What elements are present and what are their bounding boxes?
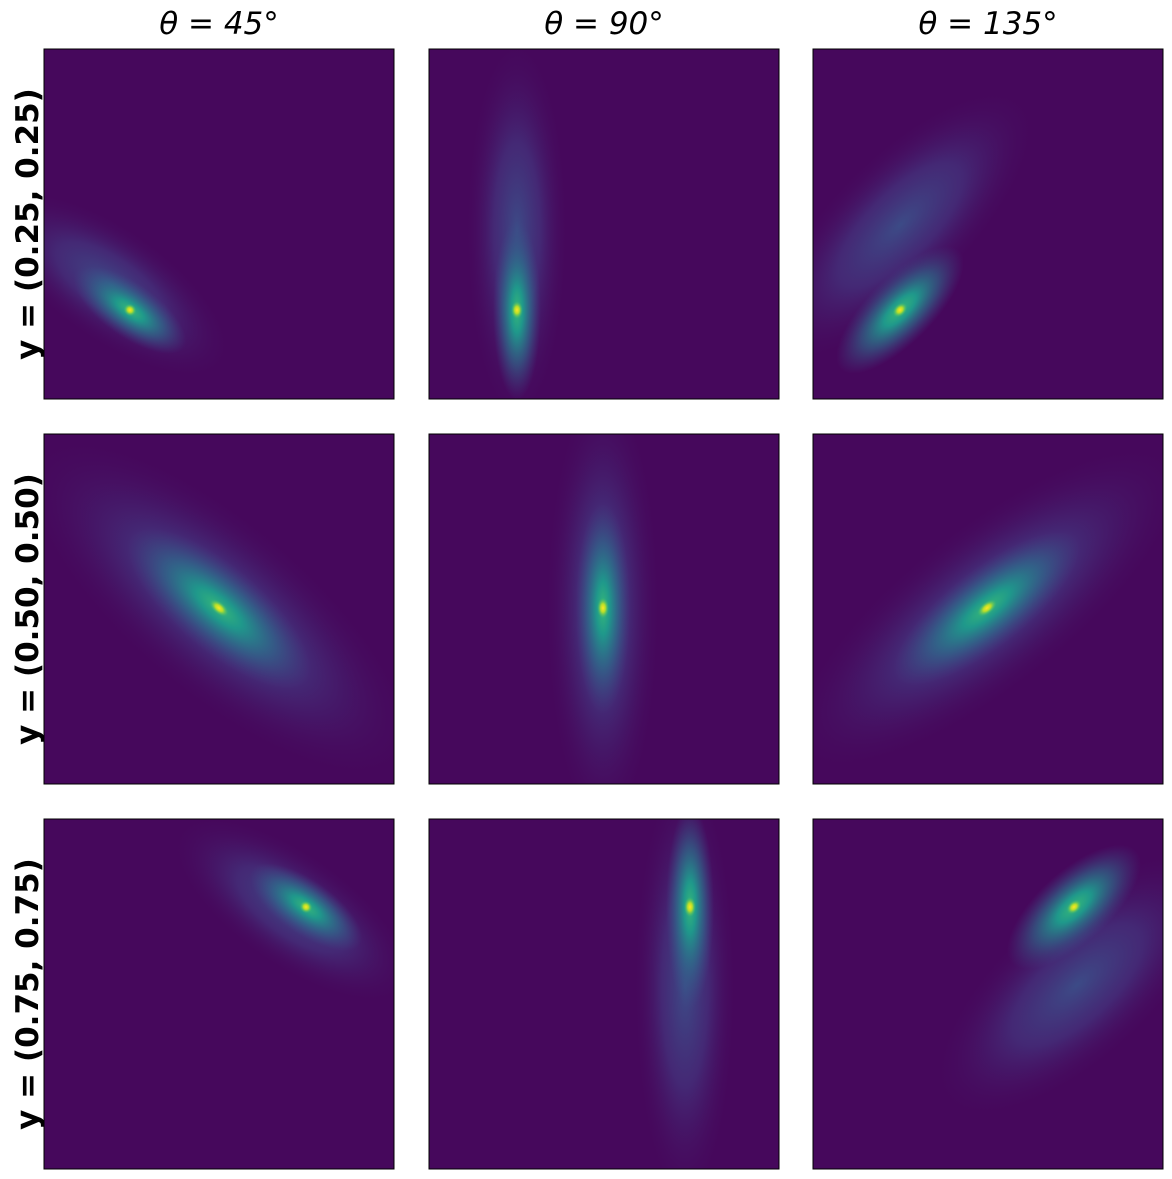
row-label: y = (0.75, 0.75) xyxy=(10,858,46,1130)
panel-frame xyxy=(812,433,1164,785)
heatmap-peak xyxy=(1066,899,1082,915)
heatmap xyxy=(429,819,779,1169)
heatmap-halo xyxy=(932,850,1163,1120)
panel-frame xyxy=(43,48,395,400)
panel-frame xyxy=(428,433,780,785)
heatmap xyxy=(44,49,394,399)
heatmap xyxy=(813,49,1163,399)
heatmap-panel xyxy=(812,433,1164,785)
heatmap xyxy=(429,49,779,399)
row-label: y = (0.25, 0.25) xyxy=(10,88,46,360)
heatmap xyxy=(813,434,1163,784)
heatmap-peak xyxy=(684,896,696,918)
panel-frame xyxy=(428,48,780,400)
heatmap-panel xyxy=(43,433,395,785)
heatmap-peak xyxy=(892,302,908,318)
column-title: θ = 90° xyxy=(544,6,664,42)
heatmap-panel xyxy=(812,818,1164,1170)
heatmap xyxy=(44,819,394,1169)
heatmap-panel xyxy=(428,818,780,1170)
heatmap-panel xyxy=(812,48,1164,400)
heatmap-peak xyxy=(597,597,609,619)
heatmap xyxy=(429,434,779,784)
panel-frame xyxy=(812,818,1164,1170)
heatmap-peak xyxy=(123,303,137,317)
heatmap-peak xyxy=(511,301,523,319)
heatmap-halo xyxy=(813,86,1039,364)
heatmap-peak xyxy=(209,599,229,617)
heatmap-panel xyxy=(428,433,780,785)
heatmap-panel xyxy=(43,48,395,400)
heatmap-panel xyxy=(43,818,395,1170)
column-title: θ = 135° xyxy=(918,6,1057,42)
panel-frame xyxy=(43,433,395,785)
heatmap-peak xyxy=(977,599,997,617)
heatmap-panel xyxy=(428,48,780,400)
heatmap xyxy=(44,434,394,784)
panel-frame xyxy=(428,818,780,1170)
row-label: y = (0.50, 0.50) xyxy=(10,473,46,745)
heatmap-peak xyxy=(299,900,313,914)
heatmap xyxy=(813,819,1163,1169)
column-title: θ = 45° xyxy=(159,6,279,42)
panel-frame xyxy=(43,818,395,1170)
panel-frame xyxy=(812,48,1164,400)
